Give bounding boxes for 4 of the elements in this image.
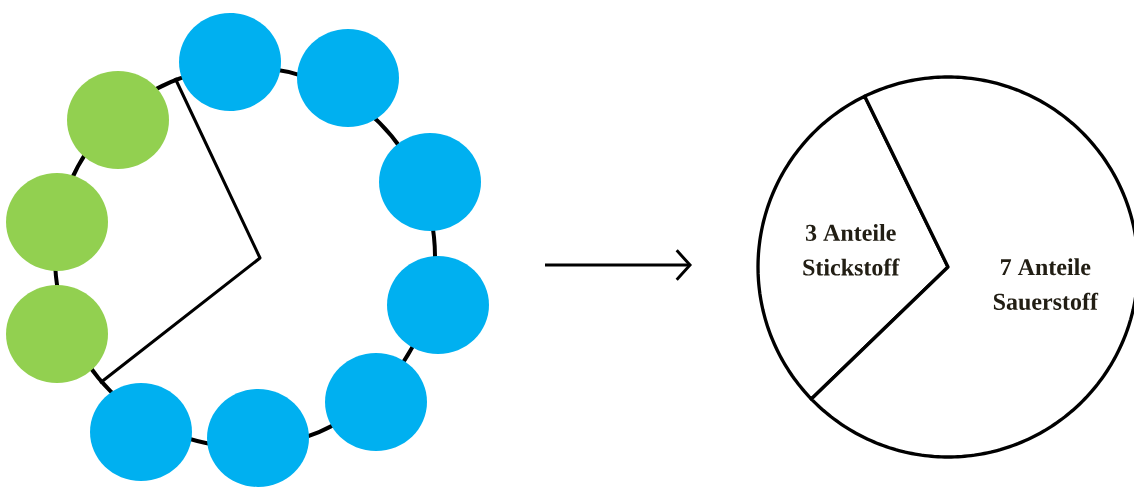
slice-label: Stickstoff	[803, 258, 900, 276]
data-label: 7 Anteile	[1001, 258, 1091, 276]
slice-label: Sauerstoff	[993, 292, 1099, 310]
data-label: 3 Anteile	[805, 224, 896, 241]
